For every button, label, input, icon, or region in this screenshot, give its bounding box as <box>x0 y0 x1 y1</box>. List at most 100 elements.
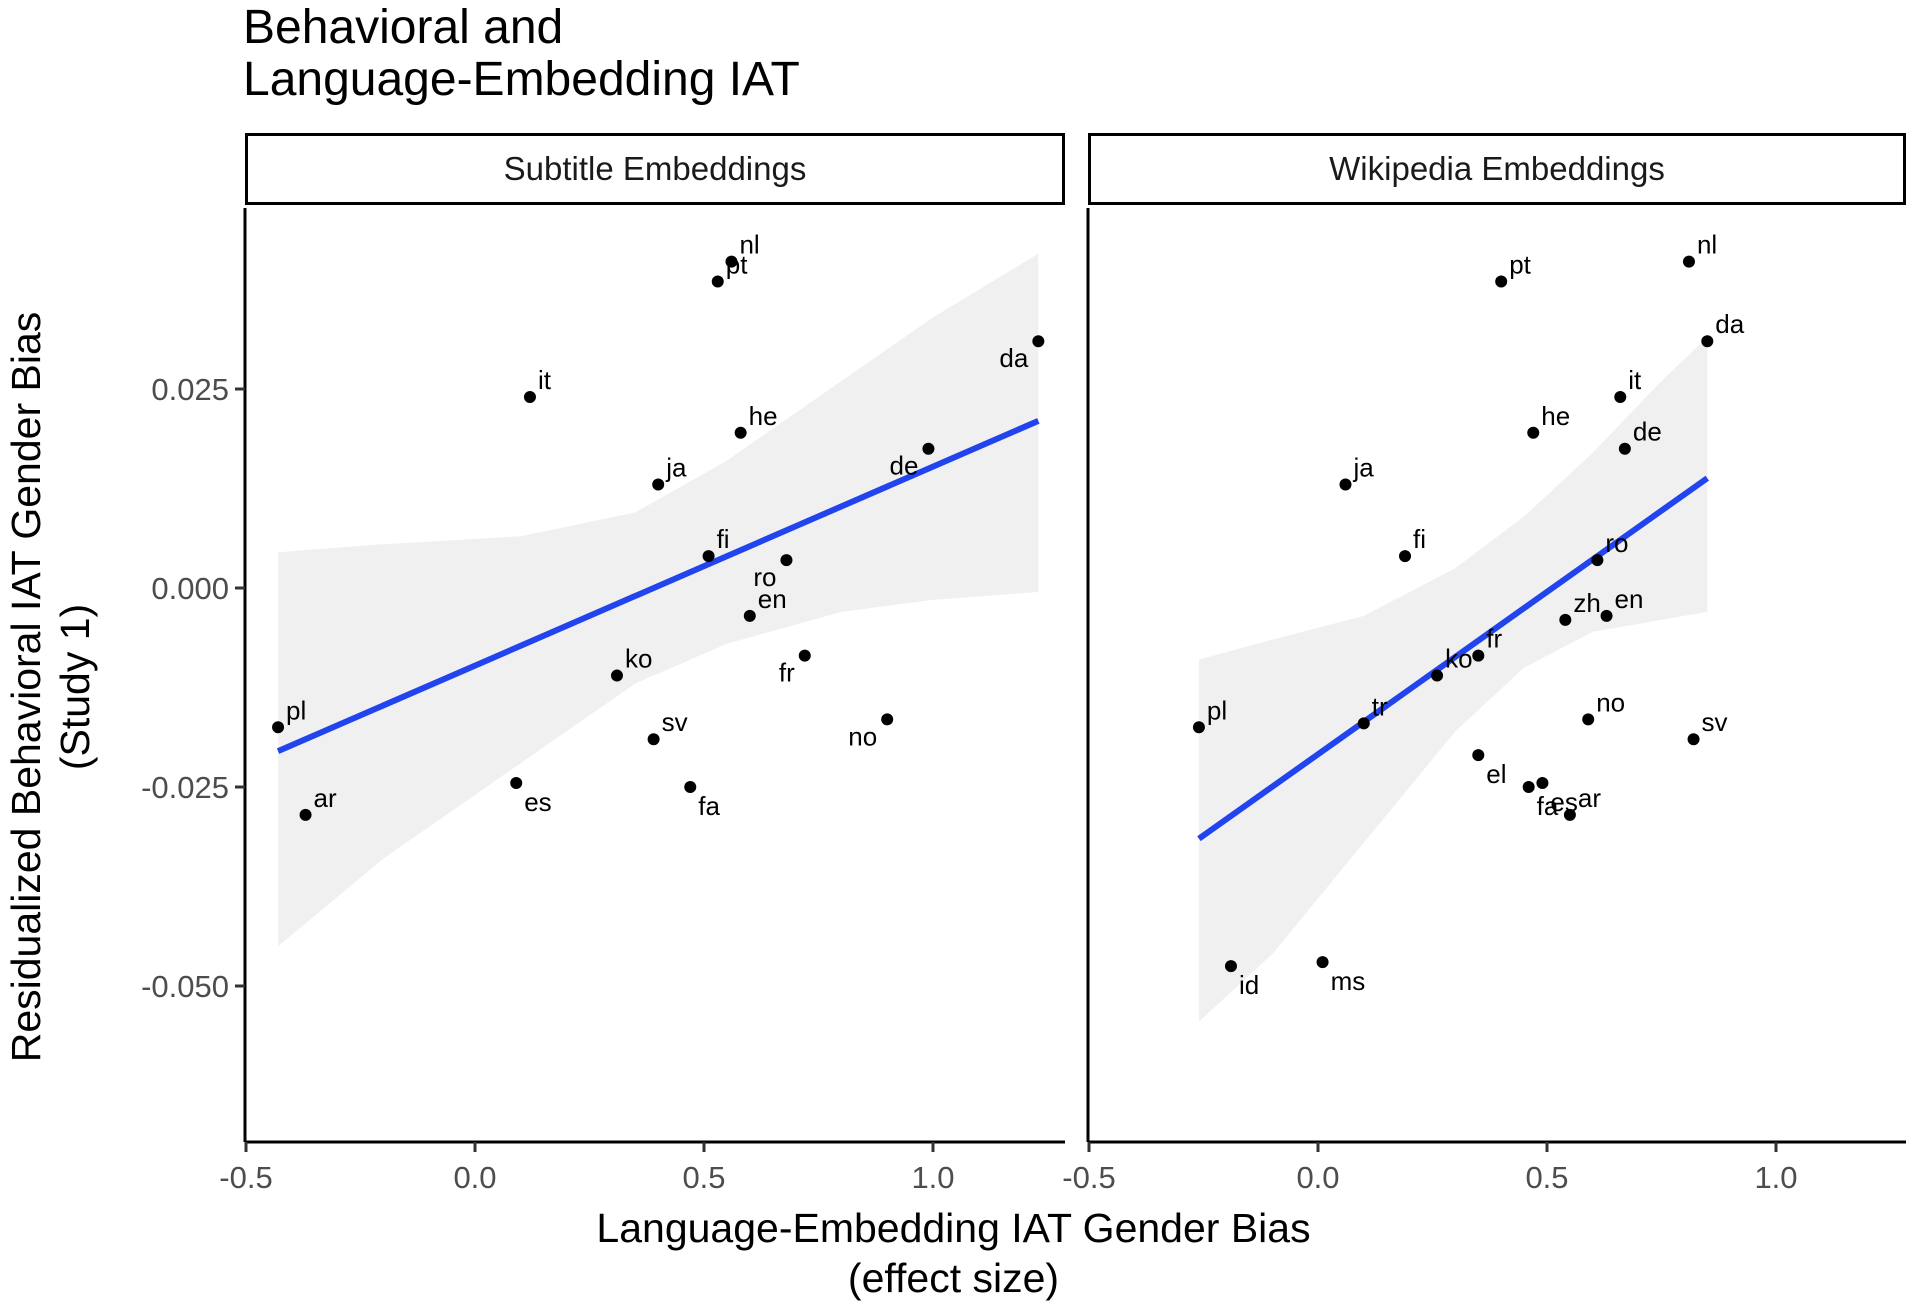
x-axis-label-line-2: (effect size) <box>847 1255 1060 1301</box>
data-label-ro: ro <box>1605 528 1628 558</box>
data-point-pt <box>711 275 724 288</box>
data-label-pl: pl <box>1207 695 1227 725</box>
y-tick-label: -0.025 <box>141 770 229 805</box>
data-label-es: es <box>524 787 551 817</box>
panel-strip-subtitle: Subtitle Embeddings <box>245 133 1065 205</box>
data-point-en <box>743 609 756 622</box>
data-label-ja: ja <box>665 453 687 483</box>
confidence-ribbon-1 <box>278 253 1039 947</box>
data-label-fr: fr <box>1486 624 1502 654</box>
data-point-es <box>1536 777 1549 790</box>
data-label-fa: fa <box>1537 791 1559 821</box>
data-label-fa: fa <box>698 791 720 821</box>
data-point-ar <box>1563 808 1576 821</box>
confidence-ribbon-2 <box>1198 337 1708 1022</box>
data-label-fi: fi <box>1413 524 1426 554</box>
x-tick-label: 0.5 <box>1525 1160 1568 1195</box>
data-point-he <box>734 426 747 439</box>
data-label-he: he <box>1541 401 1570 431</box>
data-point-ko <box>610 669 623 682</box>
data-point-ja <box>1339 478 1352 491</box>
data-label-nl: nl <box>1697 230 1717 260</box>
x-tick-label: 0.0 <box>453 1160 496 1195</box>
data-point-pl <box>272 721 285 734</box>
data-label-zh: zh <box>1573 588 1600 618</box>
x-tick-label: -0.5 <box>1062 1160 1115 1195</box>
data-point-pt <box>1495 275 1508 288</box>
regression-line-1 <box>276 418 1040 754</box>
y-tick-label: -0.050 <box>141 969 229 1004</box>
x-tick-label: 0.5 <box>682 1160 725 1195</box>
data-point-sv <box>1687 733 1700 746</box>
data-point-he <box>1527 426 1540 439</box>
data-label-pt: pt <box>1509 250 1531 280</box>
data-point-fi <box>702 550 715 563</box>
data-label-fr: fr <box>779 658 795 688</box>
data-point-ja <box>652 478 665 491</box>
data-label-he: he <box>749 401 778 431</box>
x-tick-label: -0.5 <box>219 1160 272 1195</box>
data-point-pl <box>1192 721 1205 734</box>
x-tick-label: 1.0 <box>1754 1160 1797 1195</box>
data-point-ms <box>1316 956 1329 969</box>
y-axis-label-line-2: (Study 1) <box>52 603 98 771</box>
data-label-da: da <box>1715 309 1744 339</box>
panel-strip-wikipedia: Wikipedia Embeddings <box>1088 133 1906 205</box>
data-label-ja: ja <box>1352 453 1374 483</box>
data-label-nl: nl <box>739 230 759 260</box>
data-point-no <box>1582 713 1595 726</box>
data-label-sv: sv <box>662 707 688 737</box>
data-point-tr <box>1357 717 1370 730</box>
data-point-fr <box>1472 649 1485 662</box>
data-point-fa <box>1522 781 1535 793</box>
data-label-pl: pl <box>286 695 306 725</box>
data-point-en <box>1600 609 1613 622</box>
data-label-ro: ro <box>753 562 776 592</box>
data-label-ar: ar <box>314 783 337 813</box>
data-label-it: it <box>538 365 552 395</box>
data-label-ko: ko <box>1445 644 1472 674</box>
data-label-no: no <box>1596 687 1625 717</box>
data-point-da <box>1032 335 1045 348</box>
data-label-ko: ko <box>625 644 652 674</box>
data-point-el <box>1472 749 1485 762</box>
data-point-da <box>1701 335 1714 348</box>
data-point-it <box>523 390 536 403</box>
data-label-fi: fi <box>717 524 730 554</box>
y-tick-label: 0.025 <box>151 372 229 407</box>
data-point-zh <box>1559 613 1572 626</box>
data-label-sv: sv <box>1702 707 1728 737</box>
y-tick-label: 0.000 <box>151 571 229 606</box>
data-point-id <box>1224 960 1237 973</box>
data-point-fi <box>1399 550 1412 563</box>
data-label-el: el <box>1486 759 1506 789</box>
chart-title-line-1: Behavioral and <box>243 1 564 54</box>
data-label-de: de <box>889 451 918 481</box>
data-label-en: en <box>758 584 787 614</box>
data-point-ro <box>1591 554 1604 567</box>
data-point-de <box>1618 442 1631 455</box>
data-point-fa <box>684 781 697 793</box>
data-point-no <box>881 713 894 726</box>
data-point-ar <box>299 808 312 821</box>
data-label-it: it <box>1628 365 1642 395</box>
x-tick-label: 1.0 <box>911 1160 954 1195</box>
data-label-de: de <box>1633 417 1662 447</box>
data-label-ar: ar <box>1578 783 1601 813</box>
x-axis-label-line-1: Language-Embedding IAT Gender Bias <box>596 1205 1311 1251</box>
data-point-nl <box>725 255 738 268</box>
y-axis-label-line-1: Residualized Behavioral IAT Gender Bias <box>3 311 49 1063</box>
data-point-ko <box>1431 669 1444 682</box>
chart-title-line-2: Language-Embedding IAT <box>243 53 800 106</box>
data-point-fr <box>798 649 811 662</box>
x-tick-label: 0.0 <box>1296 1160 1339 1195</box>
data-label-da: da <box>999 343 1028 373</box>
data-point-it <box>1614 390 1627 403</box>
data-point-es <box>510 777 523 790</box>
data-label-en: en <box>1615 584 1644 614</box>
data-point-sv <box>647 733 660 746</box>
data-label-ms: ms <box>1331 966 1366 996</box>
data-label-no: no <box>848 721 877 751</box>
data-label-tr: tr <box>1372 691 1388 721</box>
